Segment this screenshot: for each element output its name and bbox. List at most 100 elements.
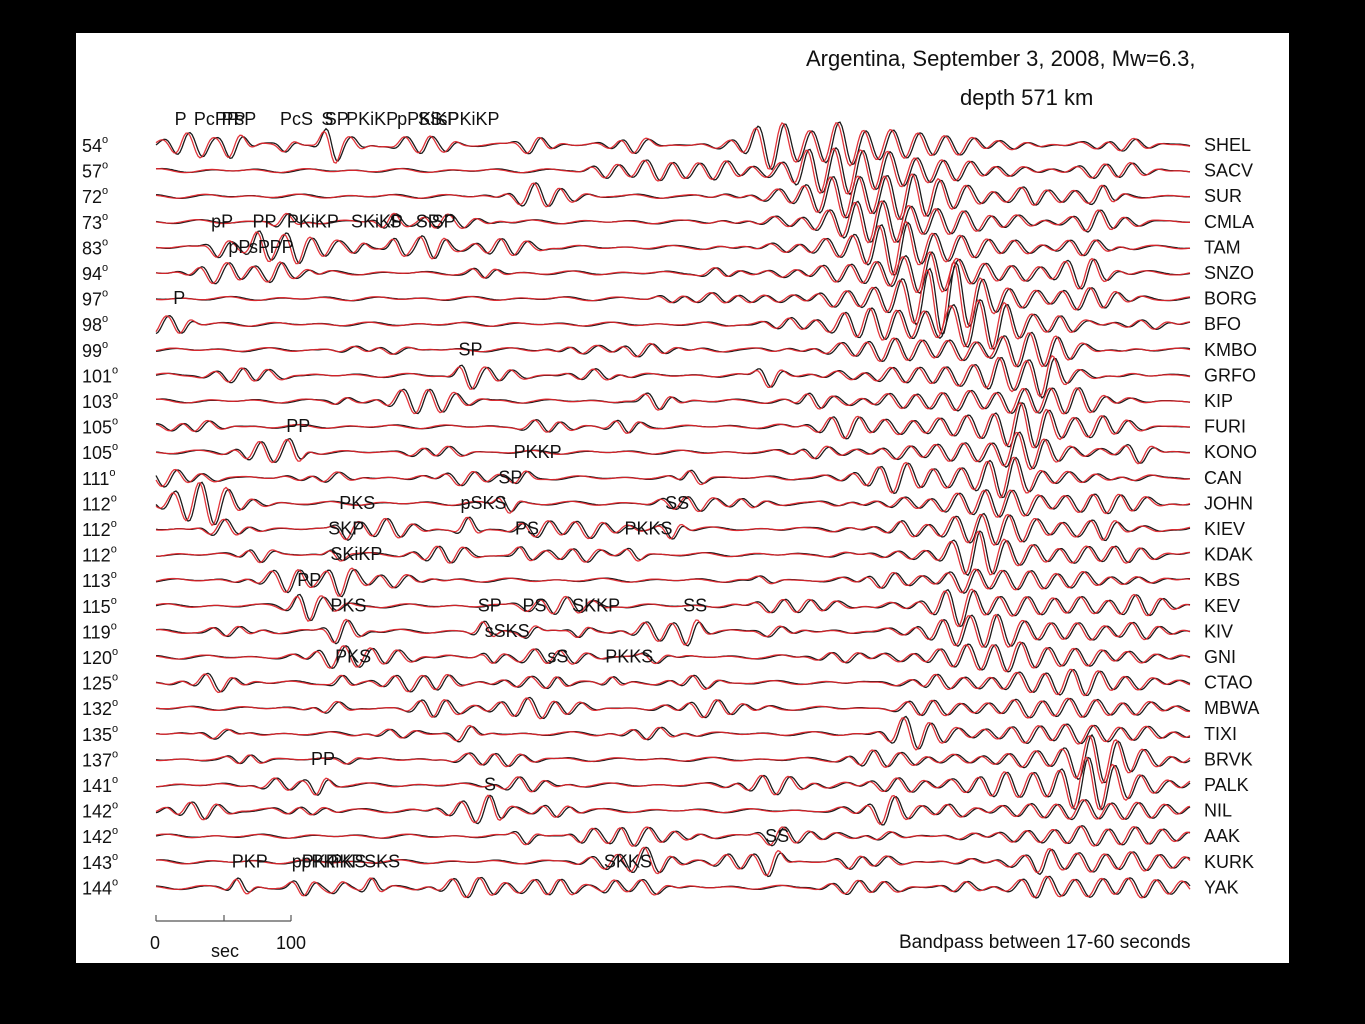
distance-label: 119o (82, 620, 117, 642)
phase-label: PKiKP (287, 211, 339, 231)
distance-label: 125o (82, 672, 118, 694)
synthetic-trace (155, 220, 1191, 276)
phase-label: PKS (330, 595, 366, 615)
bandpass-note: Bandpass between 17-60 seconds (899, 932, 1191, 953)
observed-trace (155, 456, 1190, 499)
degree-mark: o (112, 800, 118, 812)
degree-mark: o (112, 364, 118, 376)
synthetic-trace (155, 794, 1191, 826)
observed-trace (155, 431, 1190, 470)
station-label: MBWA (1204, 698, 1259, 718)
distance-label: 132o (82, 697, 118, 719)
trace-row: 112o JOHN (82, 481, 1253, 527)
trace-row: 113o KBS (82, 567, 1240, 598)
observed-trace (156, 401, 1190, 449)
station-label: BFO (1204, 314, 1241, 334)
station-label: AAK (1204, 826, 1240, 846)
distance-label: 137o (82, 748, 118, 770)
distance-label: 54o (82, 134, 108, 156)
station-label: SUR (1204, 186, 1242, 206)
station-label: GRFO (1204, 365, 1256, 385)
figure-panel: 54o SHEL 57o SACV 72o SUR 73o CMLA 83o TAM 94o SNZO… (76, 33, 1289, 963)
trace-row: 112o KIEV (82, 512, 1245, 547)
degree-mark: o (112, 723, 118, 735)
trace-row: 72o SUR (82, 172, 1242, 221)
synthetic-trace (155, 697, 1191, 720)
degree-mark: o (102, 339, 108, 351)
phase-label: PS (523, 595, 547, 615)
station-label: YAK (1204, 877, 1239, 897)
trace-row: 98o BFO (82, 298, 1241, 351)
phase-label: sP (249, 237, 270, 257)
station-label: KURK (1204, 852, 1254, 872)
synthetic-trace (155, 717, 1191, 751)
distance-label: 144o (82, 876, 118, 898)
phase-label: S (390, 211, 402, 231)
station-label: KIP (1204, 391, 1233, 411)
distance-label: 83o (82, 236, 108, 258)
distance-label: 73o (82, 211, 108, 233)
phase-label: PP (297, 570, 321, 590)
observed-trace (155, 715, 1191, 750)
trace-row: 83o TAM (82, 220, 1241, 276)
phase-label: pSKS (461, 493, 507, 513)
phase-label: SKiKP (330, 544, 382, 564)
distance-label: 143o (82, 851, 118, 873)
station-label: FURI (1204, 417, 1246, 437)
synthetic-trace (155, 668, 1191, 697)
phase-label: pP (211, 211, 233, 231)
synthetic-trace (155, 431, 1190, 471)
trace-row: 125o CTAO (82, 668, 1253, 697)
degree-mark: o (102, 262, 108, 274)
degree-mark: o (112, 748, 118, 760)
phase-label: PP (252, 211, 276, 231)
phase-label: SKiKP (351, 211, 403, 231)
observed-trace (155, 613, 1191, 648)
station-label: KEV (1204, 596, 1240, 616)
distance-label: 112o (82, 544, 117, 566)
synthetic-trace (155, 332, 1191, 368)
phase-label: PcPP (194, 109, 239, 129)
distance-label: 57o (82, 160, 108, 182)
station-label: JOHN (1204, 493, 1253, 513)
distance-label: 135o (82, 723, 118, 745)
degree-mark: o (102, 236, 108, 248)
phase-label: SP (416, 211, 440, 231)
station-label: SACV (1204, 161, 1253, 181)
observed-trace (155, 588, 1191, 628)
degree-mark: o (111, 620, 117, 632)
distance-label: 99o (82, 339, 108, 361)
degree-mark: o (102, 211, 108, 223)
phase-label: PcS (280, 109, 313, 129)
trace-row: 119o KIV (82, 613, 1233, 648)
distance-label: 105o (82, 441, 118, 463)
phase-label: SS (665, 493, 689, 513)
synthetic-trace (155, 172, 1191, 221)
distance-label: 72o (82, 185, 108, 207)
trace-row: 141o PALK (82, 755, 1249, 811)
trace-row: 112o KDAK (82, 530, 1253, 577)
synthetic-trace (155, 200, 1190, 244)
distance-label: 98o (82, 313, 108, 335)
phase-label: SKKS (604, 851, 652, 871)
degree-mark: o (112, 672, 118, 684)
station-label: SHEL (1204, 135, 1251, 155)
degree-mark: o (111, 544, 117, 556)
phase-label: PKS (339, 493, 375, 513)
distance-label: 115o (82, 595, 117, 617)
distance-label: 94o (82, 262, 108, 284)
synthetic-trace (155, 250, 1191, 294)
synthetic-trace (155, 298, 1191, 350)
station-label: CMLA (1204, 212, 1254, 232)
phase-label: PKKS (605, 647, 653, 667)
synthetic-trace (155, 456, 1191, 499)
trace-row: 143o KURK (82, 846, 1254, 878)
phase-label: pPKiKP (397, 109, 459, 129)
phase-label: SP (458, 339, 482, 359)
trace-row: 115o KEV (82, 588, 1240, 628)
trace-row: 73o CMLA (82, 199, 1254, 244)
phase-label: sPKiKP (438, 109, 499, 129)
phase-label: sP (235, 109, 256, 129)
phase-label: SS (765, 826, 789, 846)
synthetic-trace (155, 147, 1191, 195)
